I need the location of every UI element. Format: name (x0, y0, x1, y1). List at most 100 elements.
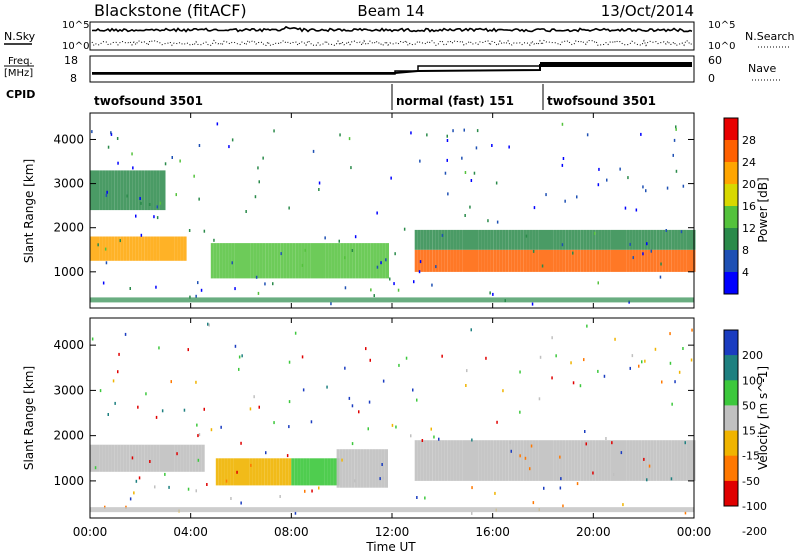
velocity-speckle (208, 323, 210, 327)
x-tick-label: 00:00 (677, 525, 712, 539)
power-cell (607, 229, 611, 250)
velocity-cell (472, 440, 475, 481)
velocity-cell (186, 444, 190, 472)
velocity-speckle (690, 358, 693, 362)
velocity-speckle (441, 354, 443, 358)
power-cell (162, 170, 166, 211)
y-axis-label-power: Slant Range [km] (22, 159, 36, 263)
power-speckle (117, 161, 119, 165)
power-speckle (640, 132, 642, 136)
power-cell (117, 236, 121, 261)
velocity-speckle (471, 511, 473, 515)
velocity-cell (459, 440, 463, 481)
power-cell (484, 229, 488, 250)
power-cell (219, 243, 223, 279)
velocity-cell (246, 458, 249, 486)
power-cell (607, 249, 611, 272)
power-cell (592, 229, 596, 250)
velocity-cell (556, 440, 560, 481)
power-cell (174, 236, 178, 261)
velocity-speckle (310, 420, 313, 424)
power-cell (677, 229, 681, 250)
power-cell (514, 249, 518, 272)
velocity-speckle (412, 388, 414, 392)
velocity-speckle (543, 486, 545, 490)
velocity-cell (321, 458, 325, 486)
velocity-speckle (170, 380, 172, 384)
velocity-speckle (149, 460, 151, 463)
velocity-speckle (302, 388, 305, 392)
velocity-speckle (466, 369, 468, 373)
velocity-cell (108, 444, 112, 472)
colorbar-swatch (724, 118, 738, 141)
power-speckle (380, 261, 382, 265)
velocity-speckle (433, 435, 435, 439)
power-cell (641, 249, 645, 272)
power-speckle (680, 230, 683, 234)
velocity-speckle (135, 479, 138, 483)
power-cell (238, 243, 241, 279)
colorbar-frame (723, 117, 739, 295)
power-cell (638, 229, 642, 250)
velocity-speckle (678, 370, 681, 374)
power-cell (459, 229, 463, 250)
power-cell (635, 249, 639, 272)
velocity-speckle (529, 467, 531, 471)
power-cell (577, 229, 581, 250)
power-cell (472, 229, 475, 250)
power-cell (386, 243, 389, 279)
power-cell (105, 236, 109, 261)
velocity-speckle (603, 374, 606, 378)
power-cell (429, 229, 433, 250)
velocity-cell (550, 440, 554, 481)
velocity-cell (183, 444, 187, 472)
velocity-speckle (286, 454, 289, 458)
power-speckle (475, 146, 478, 150)
power-cell (420, 229, 424, 250)
power-cell (644, 229, 648, 250)
velocity-speckle (510, 449, 512, 453)
power-speckle (564, 199, 566, 203)
power-cell (132, 236, 136, 261)
power-speckle (627, 176, 629, 180)
power-cell (153, 170, 157, 211)
power-speckle (338, 239, 340, 243)
power-cell (216, 243, 220, 279)
power-cell (595, 249, 599, 272)
velocity-speckle (465, 384, 467, 387)
power-cell (135, 236, 139, 261)
velocity-speckle (94, 466, 97, 470)
power-cell (301, 243, 305, 279)
power-cell (523, 229, 527, 250)
velocity-speckle (279, 495, 281, 498)
velocity-speckle (584, 430, 586, 433)
velocity-speckle (381, 463, 383, 466)
velocity-cell (523, 440, 527, 481)
power-cell (280, 243, 284, 279)
velocity-cell (438, 440, 442, 481)
cpid-segment-label: normal (fast) 151 (396, 94, 514, 108)
velocity-speckle (351, 404, 354, 408)
noise-sky-label: N.Sky (4, 30, 36, 43)
power-cell (514, 229, 518, 250)
power-cell (346, 243, 350, 279)
power-cell (144, 170, 148, 211)
power-cell (662, 249, 666, 272)
velocity-speckle (509, 441, 511, 445)
velocity-speckle (551, 376, 553, 380)
velocity-cell (453, 440, 457, 481)
power-speckle (476, 129, 479, 133)
power-cell (337, 243, 341, 279)
power-cell (456, 229, 460, 250)
velocity-speckle (579, 384, 582, 388)
velocity-cell (623, 440, 626, 481)
power-cell (502, 249, 506, 272)
power-cell (481, 249, 485, 272)
velocity-cell (505, 440, 509, 481)
power-cell (463, 249, 466, 272)
velocity-speckle (519, 370, 521, 374)
power-speckle (464, 171, 467, 174)
power-cell (638, 249, 642, 272)
velocity-cell (614, 440, 617, 481)
velocity-speckle (220, 425, 222, 429)
